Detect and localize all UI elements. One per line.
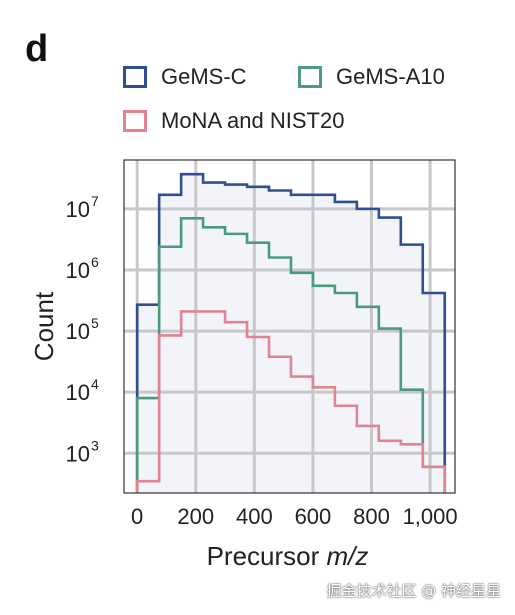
x-tick-label-1: 200 [177, 504, 214, 529]
legend-swatch-mona-nist20 [123, 110, 147, 132]
legend-item-gems-a10: GeMS-A10 [298, 64, 445, 90]
plot-frame [123, 159, 456, 494]
y-tick-label-3: 10 [66, 258, 90, 283]
x-tick-label-4: 800 [353, 504, 390, 529]
legend-item-mona-nist20: MoNA and NIST20 [123, 108, 344, 134]
x-tick-label-3: 600 [295, 504, 332, 529]
legend-swatch-gems-a10 [298, 66, 322, 88]
legend-label-mona-nist20: MoNA and NIST20 [161, 108, 345, 133]
panel-letter: d [25, 28, 49, 70]
x-tick-label-0: 0 [131, 504, 143, 529]
y-tick-label-0: 10 [66, 441, 90, 466]
y-tick-label-4: 10 [66, 197, 90, 222]
y-tick-exponent-2: 5 [91, 315, 99, 331]
y-tick-label-2: 10 [66, 319, 90, 344]
x-axis-label: Precursor m/z [207, 541, 369, 571]
x-tick-label-2: 400 [236, 504, 273, 529]
x-tick-label-5: 1,000 [403, 504, 458, 529]
y-tick-exponent-0: 3 [91, 437, 99, 453]
y-tick-exponent-1: 4 [91, 376, 99, 392]
y-tick-exponent-4: 7 [91, 193, 99, 209]
y-tick-label-1: 10 [66, 380, 90, 405]
watermark: 掘金技术社区 @ 神经星星 [326, 582, 501, 600]
legend-swatch-gems-c [123, 66, 147, 88]
legend-label-gems-c: GeMS-C [161, 64, 247, 89]
series-line-0 [135, 172, 447, 493]
series-fill-0 [137, 174, 445, 493]
y-tick-exponent-3: 6 [91, 254, 99, 270]
x-axis-label-text: Precursor [207, 541, 327, 571]
y-axis-label: Count [29, 291, 59, 361]
series-line-2 [135, 310, 447, 493]
legend-item-gems-c: GeMS-C [123, 64, 247, 90]
series-line-1 [135, 217, 447, 493]
legend-label-gems-a10: GeMS-A10 [336, 64, 445, 89]
x-axis-label-italic: m/z [327, 541, 369, 571]
